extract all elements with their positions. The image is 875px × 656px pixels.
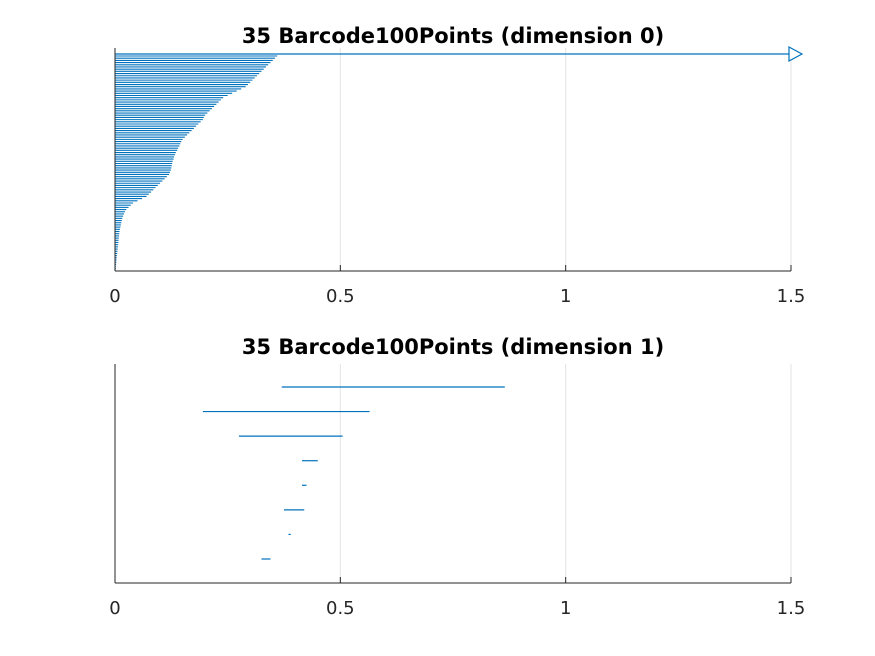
barcode-panel-dimension-1: 35 Barcode100Points (dimension 1) 0 0.5 1 1… — [109, 335, 805, 619]
bars — [202, 386, 505, 560]
x-tick-label: 1.5 — [777, 286, 806, 307]
grid-lines — [339, 364, 792, 583]
x-tick-label: 1.5 — [777, 598, 806, 619]
x-tick-label: 0 — [109, 598, 120, 619]
axes — [114, 364, 792, 584]
x-tick-label: 1 — [560, 286, 571, 307]
x-tick-label: 0 — [109, 286, 120, 307]
chart-title: 35 Barcode100Points (dimension 0) — [242, 24, 664, 48]
infinite-bar-arrow — [788, 45, 804, 63]
barcode-panel-dimension-0: 35 Barcode100Points (dimension 0) 0 0.5 1 1… — [109, 24, 805, 307]
axes — [114, 48, 792, 272]
grid-lines — [339, 48, 792, 271]
x-tick-label: 0.5 — [326, 286, 355, 307]
x-tick-label: 0.5 — [326, 598, 355, 619]
x-tick-label: 1 — [560, 598, 571, 619]
chart-title: 35 Barcode100Points (dimension 1) — [242, 335, 664, 359]
bars — [115, 45, 804, 272]
x-tick-labels: 0 0.5 1 1.5 — [109, 286, 805, 307]
x-tick-labels: 0 0.5 1 1.5 — [109, 598, 805, 619]
